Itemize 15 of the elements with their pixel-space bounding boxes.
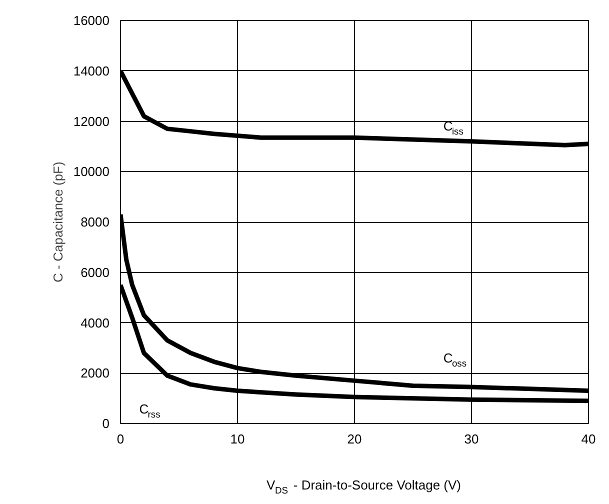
x-tick-label: 40 (581, 432, 596, 446)
x-tick-label: 10 (230, 432, 245, 446)
y-tick-label: 14000 (73, 63, 110, 78)
y-tick-label: 6000 (80, 264, 110, 280)
y-axis-title: C - Capacitance (pF) (50, 162, 66, 282)
y-tick-label: 2000 (80, 366, 110, 381)
x-tick-label: 20 (347, 432, 362, 446)
y-tick-label: 8000 (80, 214, 110, 230)
y-tick-label: 16000 (73, 13, 110, 28)
x-tick-label: 0 (116, 432, 124, 446)
x-tick-label: 30 (464, 432, 479, 446)
y-tick-label: 12000 (73, 114, 110, 129)
y-tick-label: 10000 (73, 164, 110, 180)
y-tick-label: 0 (102, 416, 110, 431)
y-tick-label: 4000 (80, 315, 110, 330)
